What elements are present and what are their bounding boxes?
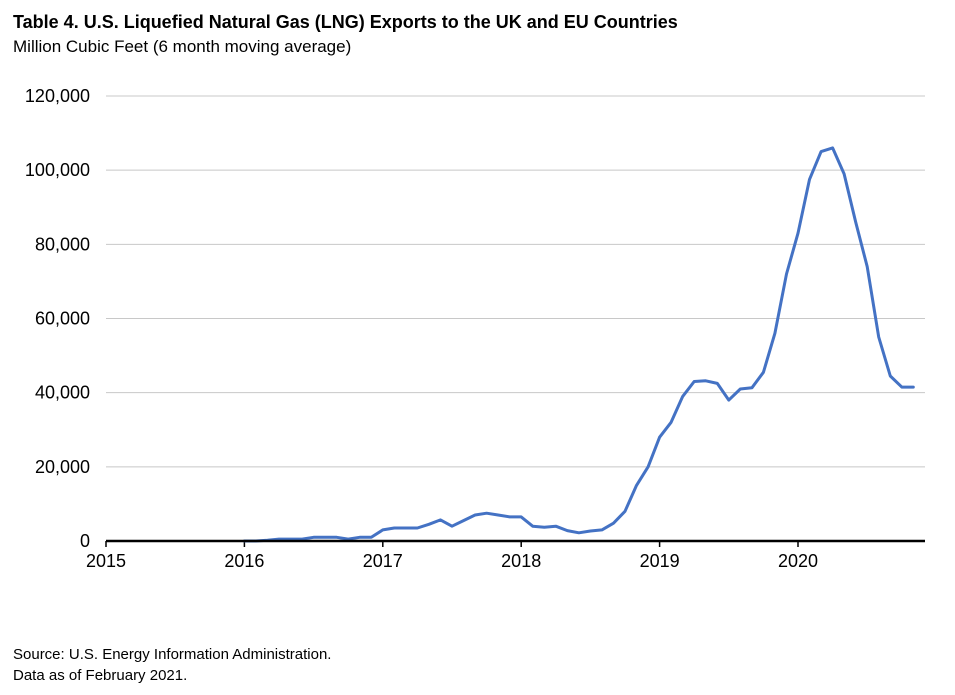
- series-group: [242, 146, 915, 543]
- x-tick-label-1: 2016: [224, 551, 264, 571]
- x-tick-label-3: 2018: [501, 551, 541, 571]
- y-tick-label-0: 0: [80, 531, 90, 551]
- chart-title: Table 4. U.S. Liquefied Natural Gas (LNG…: [13, 12, 678, 32]
- source-note: Source: U.S. Energy Information Administ…: [13, 646, 332, 663]
- y-tick-label-5: 100,000: [25, 160, 90, 180]
- y-tick-label-3: 60,000: [35, 309, 90, 329]
- y-tick-label-4: 80,000: [35, 234, 90, 254]
- y-tick-label-2: 40,000: [35, 383, 90, 403]
- x-tick-label-4: 2019: [640, 551, 680, 571]
- gridlines: [106, 95, 925, 468]
- data-date-note: Data as of February 2021.: [13, 667, 188, 684]
- chart-footer: Source: U.S. Energy Information Administ…: [13, 644, 331, 686]
- x-tick-label-0: 2015: [86, 551, 126, 571]
- x-axis-tick-labels: 2015 2016 2017 2018 2019 2020: [86, 541, 818, 571]
- chart-subtitle: Million Cubic Feet (6 month moving avera…: [13, 37, 352, 56]
- y-tick-label-1: 20,000: [35, 457, 90, 477]
- x-tick-label-5: 2020: [778, 551, 818, 571]
- series-line-0: [242, 146, 915, 543]
- y-tick-label-6: 120,000: [25, 86, 90, 106]
- y-axis-tick-labels: 0 20,000 40,000 60,000 80,000 100,000 120,000: [25, 86, 90, 551]
- x-tick-label-2: 2017: [363, 551, 403, 571]
